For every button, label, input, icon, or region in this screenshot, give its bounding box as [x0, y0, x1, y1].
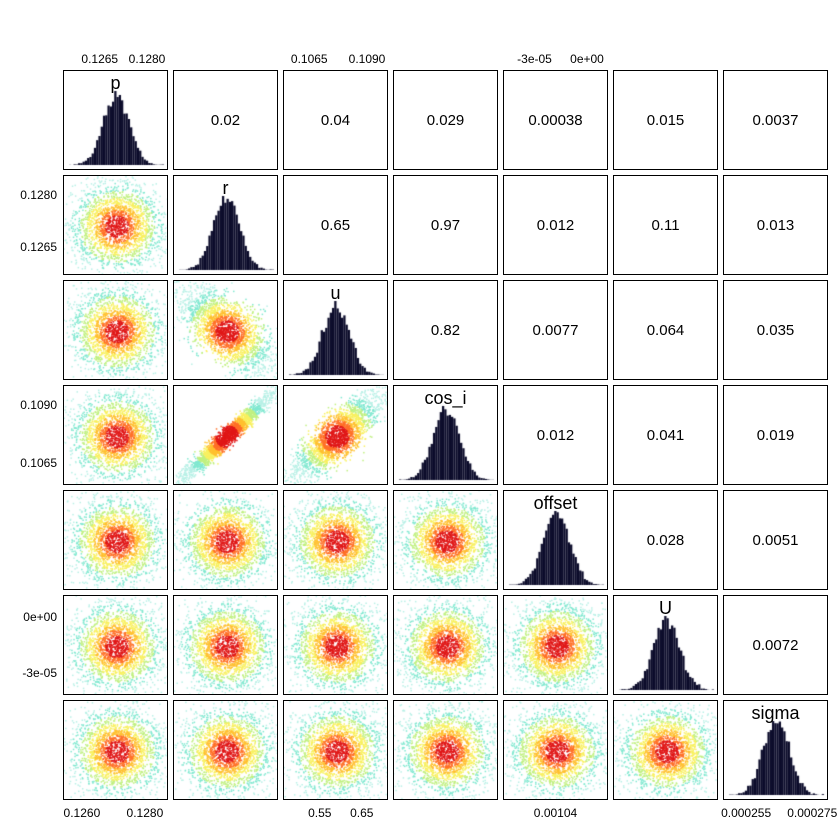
tick-label: 0.000275 [787, 806, 837, 820]
corr-cos_i-sigma: 0.019 [724, 427, 827, 444]
corr-offset-sigma: 0.0051 [724, 532, 827, 549]
panel-4-4: offset [503, 490, 608, 590]
panel-4-5: 0.028 [613, 490, 718, 590]
panel-1-3: 0.97 [393, 175, 498, 275]
corr-p-u: 0.04 [284, 112, 387, 129]
tick-label: -3e-05 [2, 666, 57, 680]
corr-u-cos_i: 0.82 [394, 322, 497, 339]
panel-2-1 [173, 280, 278, 380]
panel-6-0 [63, 700, 168, 800]
tick-label: 0.55 [308, 806, 331, 820]
corr-p-r: 0.02 [174, 112, 277, 129]
panel-4-2 [283, 490, 388, 590]
panel-1-4: 0.012 [503, 175, 608, 275]
corr-u-U: 0.064 [614, 322, 717, 339]
corr-cos_i-U: 0.041 [614, 427, 717, 444]
param-label-u: u [284, 283, 387, 304]
tick-label: 0.1265 [2, 240, 57, 254]
tick-label: 0.1090 [349, 52, 386, 66]
panel-0-4: 0.00038 [503, 70, 608, 170]
tick-label: 0.1065 [2, 456, 57, 470]
panel-2-4: 0.0077 [503, 280, 608, 380]
tick-label: 0.00104 [534, 806, 577, 820]
panel-5-1 [173, 595, 278, 695]
panel-2-0 [63, 280, 168, 380]
panel-4-0 [63, 490, 168, 590]
tick-label: 0.000255 [721, 806, 771, 820]
panel-5-5: U [613, 595, 718, 695]
corr-p-sigma: 0.0037 [724, 112, 827, 129]
panel-2-6: 0.035 [723, 280, 828, 380]
panel-6-5 [613, 700, 718, 800]
tick-label: 0e+00 [570, 52, 604, 66]
panel-2-2: u [283, 280, 388, 380]
corr-r-cos_i: 0.97 [394, 217, 497, 234]
tick-label: 0.1280 [2, 188, 57, 202]
corr-r-offset: 0.012 [504, 217, 607, 234]
panel-1-1: r [173, 175, 278, 275]
panel-4-6: 0.0051 [723, 490, 828, 590]
panel-2-3: 0.82 [393, 280, 498, 380]
panel-6-6: sigma [723, 700, 828, 800]
param-label-cos_i: cos_i [394, 388, 497, 409]
panel-5-3 [393, 595, 498, 695]
tick-label: 0.1260 [64, 806, 101, 820]
panel-1-6: 0.013 [723, 175, 828, 275]
corr-r-u: 0.65 [284, 217, 387, 234]
panel-0-0: p [63, 70, 168, 170]
panel-3-1 [173, 385, 278, 485]
panel-3-0 [63, 385, 168, 485]
param-label-r: r [174, 178, 277, 199]
corr-p-U: 0.015 [614, 112, 717, 129]
corr-p-offset: 0.00038 [504, 112, 607, 129]
panel-3-5: 0.041 [613, 385, 718, 485]
param-label-offset: offset [504, 493, 607, 514]
corner-plot: p 0.02 0.04 0.029 0.00038 0.015 0.0037 r 0.65 0.9… [0, 0, 840, 840]
panel-3-6: 0.019 [723, 385, 828, 485]
panel-3-4: 0.012 [503, 385, 608, 485]
tick-label: 0.1280 [127, 806, 164, 820]
tick-label: 0.1265 [81, 52, 118, 66]
panel-5-0 [63, 595, 168, 695]
panel-4-1 [173, 490, 278, 590]
panel-3-2 [283, 385, 388, 485]
panel-6-1 [173, 700, 278, 800]
tick-label: -3e-05 [517, 52, 552, 66]
panel-6-2 [283, 700, 388, 800]
corr-r-sigma: 0.013 [724, 217, 827, 234]
panel-5-6: 0.0072 [723, 595, 828, 695]
panel-2-5: 0.064 [613, 280, 718, 380]
panel-1-0 [63, 175, 168, 275]
param-label-U: U [614, 598, 717, 619]
param-label-sigma: sigma [724, 703, 827, 724]
panel-5-2 [283, 595, 388, 695]
panel-0-2: 0.04 [283, 70, 388, 170]
panel-3-3: cos_i [393, 385, 498, 485]
corr-U-sigma: 0.0072 [724, 637, 827, 654]
panel-5-4 [503, 595, 608, 695]
corr-offset-U: 0.028 [614, 532, 717, 549]
corr-cos_i-offset: 0.012 [504, 427, 607, 444]
panel-4-3 [393, 490, 498, 590]
corr-p-cos_i: 0.029 [394, 112, 497, 129]
tick-label: 0.1090 [2, 398, 57, 412]
tick-label: 0.1065 [291, 52, 328, 66]
panel-6-4 [503, 700, 608, 800]
param-label-p: p [64, 73, 167, 94]
panel-6-3 [393, 700, 498, 800]
corr-u-sigma: 0.035 [724, 322, 827, 339]
tick-label: 0e+00 [2, 610, 57, 624]
tick-label: 0.1280 [129, 52, 166, 66]
panel-0-6: 0.0037 [723, 70, 828, 170]
panel-1-2: 0.65 [283, 175, 388, 275]
panel-1-5: 0.11 [613, 175, 718, 275]
corr-u-offset: 0.0077 [504, 322, 607, 339]
panel-0-1: 0.02 [173, 70, 278, 170]
corr-r-U: 0.11 [614, 217, 717, 234]
panel-0-5: 0.015 [613, 70, 718, 170]
panel-0-3: 0.029 [393, 70, 498, 170]
tick-label: 0.65 [350, 806, 373, 820]
